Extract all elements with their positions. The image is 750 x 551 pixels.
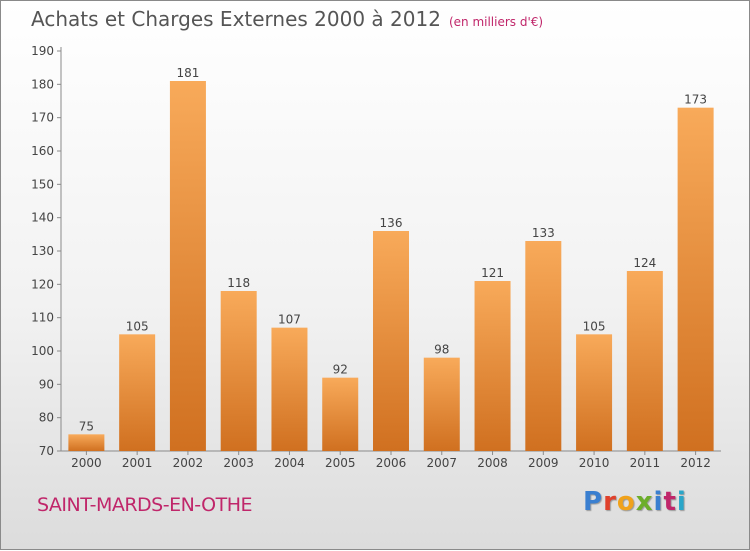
logo-letter: x <box>635 487 654 517</box>
data-label: 173 <box>684 93 707 107</box>
data-label: 124 <box>633 256 656 270</box>
bar <box>322 377 359 451</box>
bar <box>576 334 613 451</box>
x-tick-label: 2010 <box>579 456 610 470</box>
x-tick-label: 2006 <box>376 456 407 470</box>
x-tick-label: 2003 <box>223 456 254 470</box>
bar <box>474 281 511 451</box>
logo-letter: i <box>653 487 664 517</box>
x-tick-label: 2001 <box>122 456 153 470</box>
data-label: 92 <box>333 363 348 377</box>
data-label: 98 <box>434 343 449 357</box>
x-tick-label: 2000 <box>71 456 102 470</box>
x-tick-label: 2008 <box>477 456 508 470</box>
proxiti-logo: Proxiti <box>583 487 687 517</box>
y-tick-label: 140 <box>31 211 54 225</box>
data-label: 121 <box>481 266 504 280</box>
data-label: 118 <box>227 276 250 290</box>
x-tick-label: 2005 <box>325 456 356 470</box>
bar <box>626 271 663 451</box>
bar <box>271 327 308 451</box>
city-name: SAINT-MARDS-EN-OTHE <box>37 494 253 516</box>
y-tick-label: 170 <box>31 111 54 125</box>
y-tick-label: 120 <box>31 277 54 291</box>
data-label: 75 <box>79 419 94 433</box>
y-tick-label: 70 <box>39 444 54 458</box>
data-label: 136 <box>380 216 403 230</box>
y-tick-label: 150 <box>31 177 54 191</box>
y-tick-label: 80 <box>39 411 54 425</box>
bar <box>169 81 206 451</box>
y-tick-label: 100 <box>31 344 54 358</box>
x-tick-label: 2002 <box>173 456 204 470</box>
bar <box>373 231 409 451</box>
bar <box>119 334 156 451</box>
bar <box>525 241 562 451</box>
bar <box>423 357 460 451</box>
x-tick-label: 2011 <box>630 456 661 470</box>
logo-letter: i <box>676 487 687 517</box>
data-label: 105 <box>126 319 149 333</box>
logo-letter: o <box>616 487 636 517</box>
logo-letter: r <box>603 487 617 517</box>
y-tick-label: 180 <box>31 77 54 91</box>
y-tick-label: 160 <box>31 144 54 158</box>
bar <box>677 107 714 452</box>
x-tick-label: 2012 <box>680 456 711 470</box>
y-tick-label: 130 <box>31 244 54 258</box>
x-tick-label: 2009 <box>528 456 559 470</box>
data-label: 133 <box>532 226 555 240</box>
bar <box>220 291 257 451</box>
logo-letter: t <box>663 487 677 517</box>
y-tick-label: 90 <box>39 377 54 391</box>
bar <box>68 434 105 451</box>
data-label: 107 <box>278 313 301 327</box>
data-label: 105 <box>583 319 606 333</box>
chart-subtitle: (en milliers d'€) <box>448 15 544 29</box>
chart-title: Achats et Charges Externes 2000 à 2012 (e… <box>31 7 543 31</box>
y-tick-label: 110 <box>31 311 54 325</box>
data-label: 181 <box>176 66 199 80</box>
title-text: Achats et Charges Externes 2000 à 2012 <box>31 7 441 31</box>
y-tick-label: 190 <box>31 44 54 58</box>
x-tick-label: 2007 <box>426 456 457 470</box>
x-tick-label: 2004 <box>274 456 305 470</box>
logo-letter: P <box>583 487 604 517</box>
